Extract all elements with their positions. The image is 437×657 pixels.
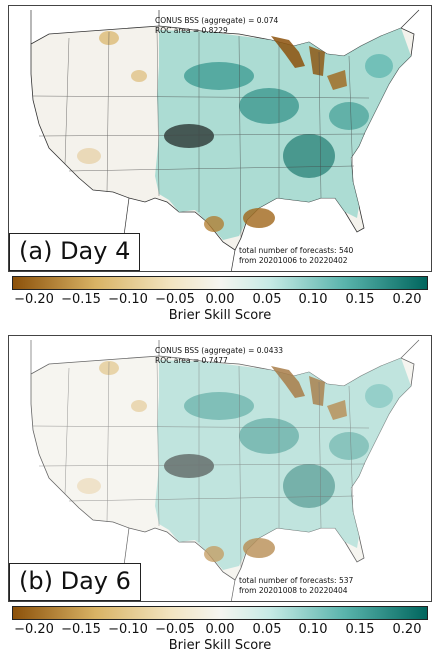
- stats-roc: ROC area = 0.7477: [155, 355, 228, 365]
- panel-label: (b) Day 6: [9, 563, 141, 601]
- colorbar: [12, 606, 428, 620]
- tick-label: −0.05: [155, 622, 195, 637]
- tick-label: 0.15: [345, 292, 375, 307]
- tick-label: 0.00: [205, 292, 235, 307]
- tick-label: −0.15: [61, 622, 101, 637]
- tick-label: −0.10: [108, 292, 148, 307]
- tick-label: −0.15: [61, 292, 101, 307]
- tick-label: 0.05: [252, 622, 282, 637]
- forecast-dates: from 20201008 to 20220404: [239, 585, 348, 595]
- map-frame: CONUS BSS (aggregate) = 0.074 ROC area =…: [8, 5, 432, 272]
- stats-bss: CONUS BSS (aggregate) = 0.0433: [155, 346, 284, 355]
- tick-label: −0.20: [14, 622, 54, 637]
- forecast-info: total number of forecasts: 537 from 2020…: [239, 576, 353, 595]
- tick-label: 0.10: [298, 292, 328, 307]
- tick-label: −0.20: [14, 292, 54, 307]
- tick-label: −0.05: [155, 292, 195, 307]
- colorbar-title: Brier Skill Score: [168, 638, 272, 653]
- forecast-count: total number of forecasts: 537: [239, 576, 354, 585]
- forecast-info: total number of forecasts: 540 from 2020…: [239, 246, 353, 265]
- stats-roc: ROC area = 0.8229: [155, 25, 228, 35]
- tick-label: 0.20: [392, 292, 422, 307]
- forecast-dates: from 20201006 to 20220402: [239, 255, 348, 265]
- map-frame: CONUS BSS (aggregate) = 0.0433 ROC area …: [8, 335, 432, 602]
- tick-label: 0.10: [298, 622, 328, 637]
- tick-label: 0.00: [205, 622, 235, 637]
- colorbar-ticks: −0.20 −0.15 −0.10 −0.05 0.00 0.05 0.10 0…: [12, 292, 428, 308]
- tick-label: −0.10: [108, 622, 148, 637]
- stats-box: CONUS BSS (aggregate) = 0.074 ROC area =…: [155, 16, 278, 35]
- forecast-count: total number of forecasts: 540: [239, 246, 354, 255]
- stats-bss: CONUS BSS (aggregate) = 0.074: [155, 16, 279, 25]
- colorbar: [12, 276, 428, 290]
- stats-box: CONUS BSS (aggregate) = 0.0433 ROC area …: [155, 346, 283, 365]
- tick-label: 0.15: [345, 622, 375, 637]
- tick-label: 0.20: [392, 622, 422, 637]
- colorbar-title: Brier Skill Score: [168, 308, 272, 323]
- colorbar-ticks: −0.20 −0.15 −0.10 −0.05 0.00 0.05 0.10 0…: [12, 622, 428, 638]
- tick-label: 0.05: [252, 292, 282, 307]
- panel-label: (a) Day 4: [9, 233, 141, 271]
